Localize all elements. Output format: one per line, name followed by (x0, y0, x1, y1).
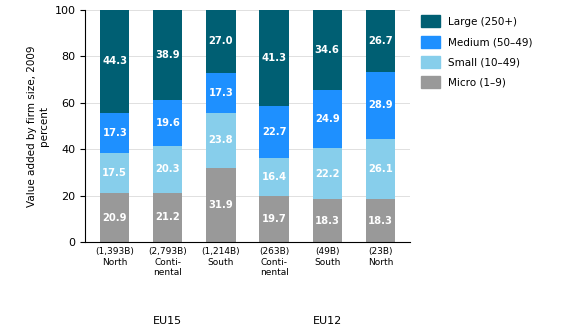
Text: 21.2: 21.2 (155, 212, 180, 222)
Bar (207, 168, 236, 242)
Text: 41.3: 41.3 (262, 53, 287, 63)
Text: 26.1: 26.1 (368, 164, 393, 174)
Bar (100, 10, 129, 113)
Bar (153, 100, 183, 146)
Text: 18.3: 18.3 (368, 216, 393, 226)
Bar (153, 146, 183, 193)
Text: 23.8: 23.8 (209, 135, 233, 145)
Text: 38.9: 38.9 (155, 50, 180, 60)
Text: 19.6: 19.6 (155, 118, 180, 128)
Text: 31.9: 31.9 (209, 200, 233, 210)
Bar (100, 113, 129, 153)
Text: 24.9: 24.9 (315, 114, 340, 124)
Bar (153, 10, 183, 100)
Text: 44.3: 44.3 (102, 56, 127, 67)
Bar (259, 10, 288, 106)
Bar (366, 10, 395, 72)
Bar (207, 113, 236, 168)
Text: 27.0: 27.0 (209, 36, 233, 46)
Text: 17.5: 17.5 (102, 168, 127, 178)
Text: 28.9: 28.9 (368, 100, 393, 111)
Bar (312, 200, 342, 242)
Bar (207, 73, 236, 113)
Text: EU12: EU12 (312, 316, 342, 326)
Text: 22.2: 22.2 (315, 169, 340, 179)
Text: 17.3: 17.3 (102, 128, 127, 138)
Bar (259, 196, 288, 242)
Bar (100, 194, 129, 242)
Text: 26.7: 26.7 (368, 36, 393, 46)
Text: 16.4: 16.4 (262, 172, 287, 182)
Text: 17.3: 17.3 (209, 88, 233, 98)
Bar (153, 193, 183, 242)
Bar (259, 158, 288, 196)
Text: 19.7: 19.7 (262, 214, 286, 224)
Bar (312, 148, 342, 200)
Bar (100, 153, 129, 194)
Text: 22.7: 22.7 (262, 127, 286, 137)
Text: 18.3: 18.3 (315, 216, 340, 226)
Text: 20.3: 20.3 (155, 164, 180, 174)
Y-axis label: Value added by firm size, 2009
percent: Value added by firm size, 2009 percent (27, 45, 49, 207)
Bar (312, 10, 342, 90)
Bar (312, 90, 342, 148)
Bar (366, 200, 395, 242)
Bar (259, 106, 288, 158)
Bar (366, 139, 395, 200)
Text: EU15: EU15 (153, 316, 183, 326)
Text: 20.9: 20.9 (102, 213, 127, 223)
Text: 34.6: 34.6 (315, 45, 340, 55)
Legend: Large (250+), Medium (50–49), Small (10–49), Micro (1–9): Large (250+), Medium (50–49), Small (10–… (422, 15, 533, 88)
Bar (366, 72, 395, 139)
Bar (207, 10, 236, 73)
